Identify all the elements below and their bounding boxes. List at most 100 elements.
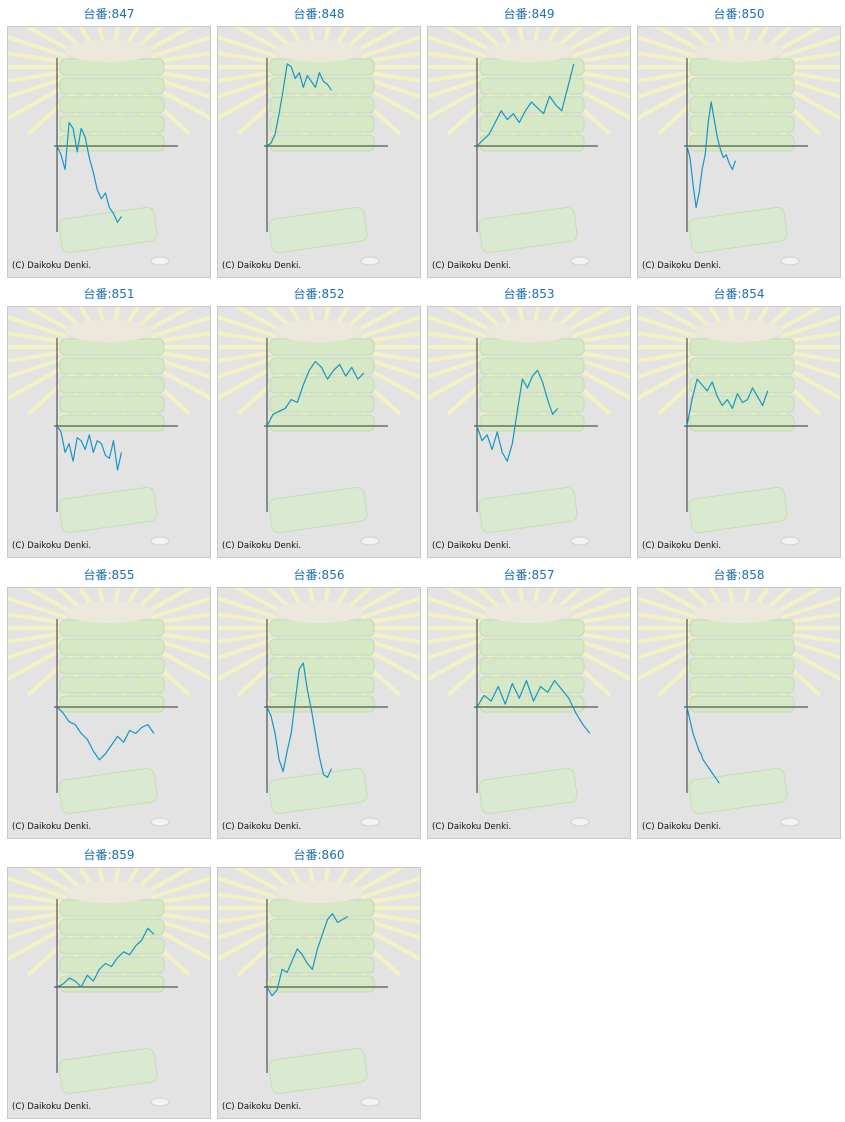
data-series-line: [56, 927, 155, 988]
coin: [780, 817, 800, 827]
sun-ray: [323, 307, 331, 326]
sun-ray: [361, 356, 420, 379]
sun-ray: [781, 315, 840, 338]
sun-ray: [151, 35, 210, 58]
sun-ray: [233, 27, 284, 54]
machine-title: 台番:859: [83, 848, 135, 862]
data-series-line: [686, 101, 736, 209]
copyright-label: (C) Daikoku Denki.: [222, 541, 302, 551]
chart-panel: (C) Daikoku Denki.: [637, 26, 841, 278]
sun-ray: [354, 588, 405, 615]
copyright-label: (C) Daikoku Denki.: [12, 1102, 92, 1112]
sun-ray: [354, 307, 405, 334]
data-series-line: [56, 425, 123, 471]
sun-ray: [475, 588, 503, 611]
tray-shape: [269, 676, 375, 694]
sun-ray: [354, 868, 405, 895]
chart-panel: (C) Daikoku Denki.: [217, 587, 421, 839]
machine-title: 台番:849: [503, 7, 555, 21]
tray-shape: [59, 937, 165, 955]
sun-ray: [8, 892, 63, 905]
sun-ray: [218, 331, 273, 344]
data-series-line: [266, 63, 332, 147]
sun-ray: [428, 331, 483, 344]
sun-ray: [517, 588, 525, 607]
tray-shape: [59, 918, 165, 936]
sun-ray: [345, 27, 373, 50]
sun-ray: [781, 76, 840, 99]
background-art: [638, 588, 840, 827]
ball-pile: [65, 881, 153, 903]
sun-ray: [8, 637, 67, 660]
chart-panel: (C) Daikoku Denki.: [7, 867, 211, 1119]
sun-ray: [727, 588, 735, 607]
machine-chart: 台番:855 (C) Daikoku Denki.: [7, 565, 211, 839]
bottom-tray: [268, 1047, 368, 1095]
ball-pile: [695, 40, 783, 62]
sun-ray: [571, 356, 630, 379]
tray-shape: [479, 134, 585, 152]
sun-ray: [428, 315, 487, 338]
sun-ray: [428, 70, 483, 83]
sun-ray: [155, 51, 210, 64]
chart-svg: [218, 588, 420, 827]
sun-ray: [8, 911, 63, 924]
sun-ray: [8, 631, 63, 644]
sun-ray: [708, 307, 724, 327]
sun-ray: [307, 868, 315, 887]
sun-ray: [288, 27, 304, 47]
data-series-line: [476, 369, 559, 462]
sun-ray: [443, 27, 494, 54]
ball-pile: [275, 320, 363, 342]
tray-shape: [59, 676, 165, 694]
tray-shape: [269, 115, 375, 133]
sun-ray: [8, 356, 67, 379]
sun-ray: [785, 70, 840, 83]
sun-ray: [361, 76, 420, 99]
sun-ray: [754, 27, 770, 47]
sun-ray: [23, 27, 74, 54]
sun-ray: [708, 27, 724, 47]
sun-ray: [638, 350, 693, 363]
sun-ray: [765, 588, 793, 611]
background-art: [218, 27, 420, 266]
sun-ray: [765, 307, 793, 330]
sun-ray: [533, 588, 541, 607]
bottom-tray: [478, 486, 578, 534]
bottom-tray: [688, 486, 788, 534]
sun-ray: [743, 27, 751, 46]
sun-ray: [443, 307, 494, 334]
machine-chart: 台番:853 (C) Daikoku Denki.: [427, 284, 631, 558]
sun-ray: [743, 588, 751, 607]
background-art: [218, 868, 420, 1107]
sun-ray: [23, 868, 74, 895]
ball-pile: [695, 320, 783, 342]
sun-ray: [544, 27, 560, 47]
sun-ray: [361, 315, 420, 338]
copyright-label: (C) Daikoku Denki.: [432, 541, 512, 551]
data-series-line: [56, 121, 122, 223]
machine-title: 台番:855: [83, 568, 135, 582]
sun-ray: [564, 27, 615, 54]
sun-ray: [55, 868, 83, 891]
tray-shape: [479, 395, 585, 413]
sun-ray: [361, 637, 420, 660]
sun-ray: [113, 588, 121, 607]
chart-panel: (C) Daikoku Denki.: [427, 587, 631, 839]
sun-ray: [571, 637, 630, 660]
bottom-tray: [478, 206, 578, 254]
sun-ray: [774, 588, 825, 615]
sun-ray: [233, 868, 284, 895]
sun-ray: [428, 350, 483, 363]
bottom-tray: [478, 767, 578, 815]
sun-ray: [97, 868, 105, 887]
machine-title: 台番:851: [83, 287, 135, 301]
sun-ray: [498, 307, 514, 327]
coin: [150, 817, 170, 827]
sun-ray: [218, 51, 273, 64]
sun-ray: [155, 892, 210, 905]
sun-ray: [638, 35, 697, 58]
chart-svg: [8, 27, 210, 266]
sun-ray: [785, 331, 840, 344]
ball-pile: [485, 601, 573, 623]
